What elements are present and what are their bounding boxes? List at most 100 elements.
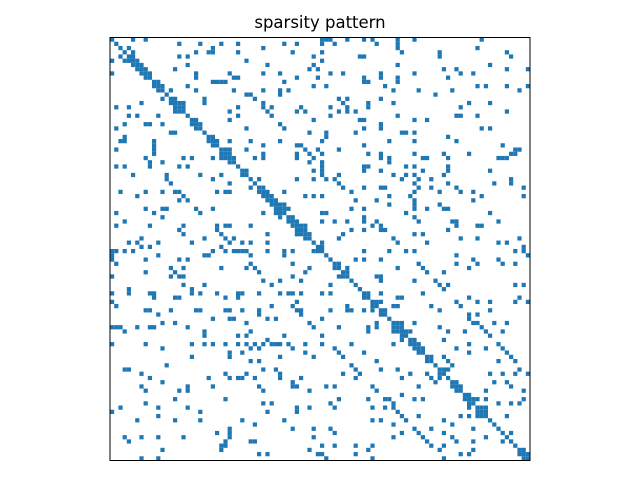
nonzero-cell <box>231 155 236 161</box>
nonzero-cell <box>429 177 434 182</box>
nonzero-cell <box>391 435 396 440</box>
nonzero-cell <box>395 265 400 271</box>
nonzero-cell <box>332 405 337 410</box>
nonzero-cell <box>227 350 232 355</box>
nonzero-cell <box>143 342 148 347</box>
nonzero-cell <box>399 333 404 338</box>
nonzero-cell <box>374 41 379 46</box>
nonzero-cell <box>324 134 329 140</box>
nonzero-cell <box>135 58 140 63</box>
nonzero-cell <box>278 122 283 127</box>
nonzero-cell <box>227 240 232 245</box>
nonzero-cell <box>240 168 245 173</box>
nonzero-cell <box>353 367 358 372</box>
nonzero-cell <box>320 219 325 224</box>
nonzero-cell <box>357 54 362 59</box>
nonzero-cell <box>189 117 194 123</box>
nonzero-cell <box>513 261 518 266</box>
nonzero-cell <box>160 160 165 165</box>
nonzero-cell <box>215 79 220 85</box>
nonzero-cell <box>227 71 232 76</box>
nonzero-cell <box>345 109 350 114</box>
nonzero-cell <box>114 126 119 131</box>
nonzero-cell <box>416 261 421 266</box>
nonzero-cell <box>177 105 182 110</box>
nonzero-cell <box>114 105 119 110</box>
nonzero-cell <box>441 456 446 461</box>
nonzero-cell <box>307 405 312 410</box>
nonzero-cell <box>135 67 140 72</box>
nonzero-cell <box>177 54 182 59</box>
nonzero-cell <box>521 185 526 190</box>
nonzero-cell <box>425 240 430 245</box>
nonzero-cell <box>114 147 119 152</box>
nonzero-cell <box>454 346 459 351</box>
nonzero-cell <box>147 164 152 169</box>
nonzero-cell <box>433 92 438 97</box>
nonzero-cell <box>483 346 488 351</box>
nonzero-cell <box>173 397 178 402</box>
nonzero-cell <box>525 452 530 457</box>
nonzero-cell <box>525 371 530 376</box>
nonzero-cell <box>362 291 367 296</box>
nonzero-cell <box>349 308 354 313</box>
nonzero-cell <box>139 67 144 72</box>
nonzero-cell <box>286 206 291 211</box>
nonzero-cell <box>362 185 367 190</box>
nonzero-cell <box>185 198 190 203</box>
nonzero-cell <box>341 354 346 359</box>
nonzero-cell <box>194 206 199 211</box>
nonzero-cell <box>332 265 337 271</box>
nonzero-cell <box>479 223 484 228</box>
nonzero-cell <box>210 249 215 254</box>
nonzero-cell <box>177 388 182 393</box>
nonzero-cell <box>303 342 308 347</box>
nonzero-cell <box>504 350 509 355</box>
nonzero-cell <box>189 155 194 161</box>
nonzero-cell <box>471 439 476 444</box>
nonzero-cell <box>257 384 262 389</box>
nonzero-cell <box>370 405 375 410</box>
nonzero-cell <box>471 198 476 203</box>
nonzero-cell <box>425 439 430 444</box>
nonzero-cell <box>320 50 325 55</box>
nonzero-cell <box>504 413 509 419</box>
nonzero-cell <box>328 426 333 431</box>
nonzero-cell <box>110 342 115 347</box>
nonzero-cell <box>261 185 266 190</box>
nonzero-cell <box>273 210 278 216</box>
nonzero-cell <box>177 100 182 106</box>
nonzero-cell <box>416 185 421 190</box>
nonzero-cell <box>395 62 400 68</box>
nonzero-cell <box>299 308 304 313</box>
nonzero-cell <box>164 172 169 178</box>
nonzero-cell <box>290 215 295 220</box>
nonzero-cell <box>290 219 295 224</box>
nonzero-cell <box>202 130 207 135</box>
nonzero-cell <box>320 210 325 216</box>
nonzero-cell <box>408 329 413 334</box>
nonzero-cell <box>257 308 262 313</box>
nonzero-cell <box>168 96 173 101</box>
nonzero-cell <box>471 401 476 406</box>
nonzero-cell <box>509 439 514 444</box>
nonzero-cell <box>336 236 341 241</box>
nonzero-cell <box>118 189 123 195</box>
nonzero-cell <box>370 443 375 448</box>
nonzero-cell <box>114 210 119 216</box>
nonzero-cell <box>227 160 232 165</box>
nonzero-cell <box>269 342 274 347</box>
nonzero-cell <box>307 265 312 271</box>
nonzero-cell <box>156 84 161 89</box>
nonzero-cell <box>504 155 509 161</box>
nonzero-cell <box>315 67 320 72</box>
nonzero-cell <box>378 227 383 233</box>
nonzero-cell <box>223 249 228 254</box>
nonzero-cell <box>328 113 333 118</box>
nonzero-cell <box>198 126 203 131</box>
nonzero-cell <box>374 219 379 224</box>
nonzero-cell <box>131 54 136 59</box>
nonzero-cell <box>160 215 165 220</box>
nonzero-cell <box>450 88 455 93</box>
